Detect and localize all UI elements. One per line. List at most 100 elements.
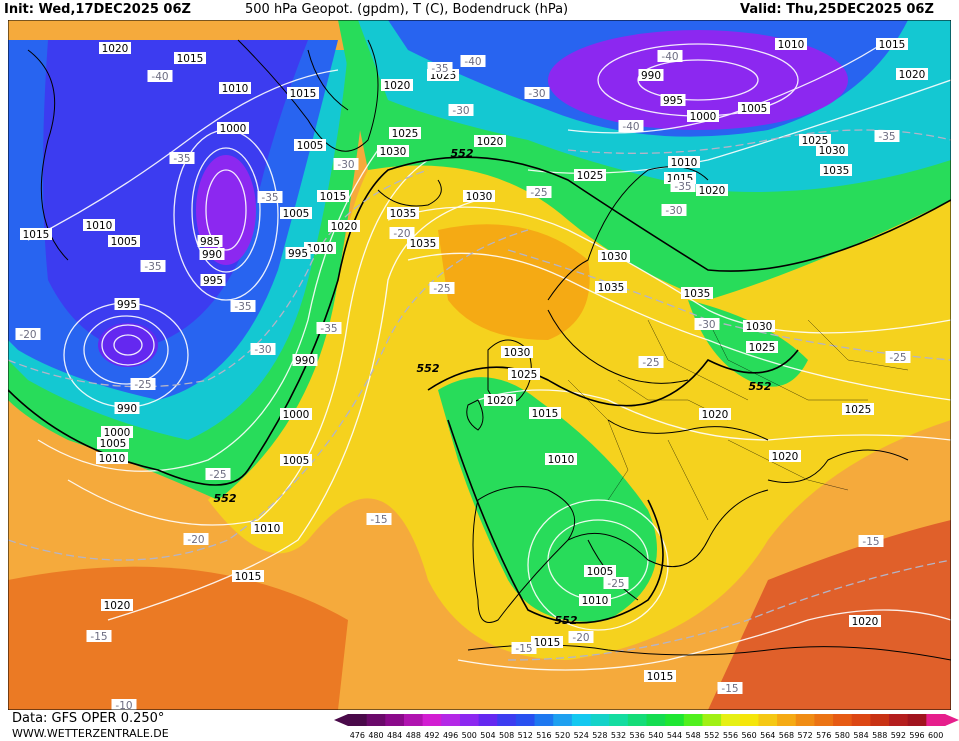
colorbar-swatch xyxy=(478,714,498,726)
pressure-label: 1010 xyxy=(304,242,336,255)
temperature-label: -35 xyxy=(874,130,900,143)
colorbar-swatch xyxy=(553,714,573,726)
pressure-label: 1010 xyxy=(775,38,807,51)
svg-text:1010: 1010 xyxy=(671,157,698,169)
svg-text:1010: 1010 xyxy=(582,595,609,607)
svg-text:-35: -35 xyxy=(674,181,691,193)
svg-text:990: 990 xyxy=(117,403,137,415)
colorbar-swatch xyxy=(795,714,815,726)
svg-text:1015: 1015 xyxy=(320,191,347,203)
colorbar-swatch xyxy=(851,714,871,726)
svg-text:985: 985 xyxy=(200,236,220,248)
colorbar-swatch xyxy=(348,714,368,726)
colorbar-max-arrow xyxy=(945,714,959,726)
pressure-label: 1035 xyxy=(407,237,439,250)
svg-text:1010: 1010 xyxy=(86,220,113,232)
svg-text:1005: 1005 xyxy=(741,103,768,115)
pressure-label: 1020 xyxy=(699,408,731,421)
svg-text:1035: 1035 xyxy=(823,165,850,177)
colorbar-min-arrow xyxy=(334,714,348,726)
pressure-label: 1030 xyxy=(463,190,495,203)
pressure-label: 1015 xyxy=(174,52,206,65)
pressure-label: 990 xyxy=(114,402,140,415)
svg-text:-25: -25 xyxy=(209,469,226,481)
pressure-label: 1020 xyxy=(769,450,801,463)
pressure-label: 1010 xyxy=(251,522,283,535)
pressure-label: 990 xyxy=(292,354,318,367)
temperature-label: -15 xyxy=(858,535,884,548)
pressure-label: 1015 xyxy=(317,190,349,203)
svg-text:1020: 1020 xyxy=(702,409,729,421)
svg-text:1010: 1010 xyxy=(222,83,249,95)
pressure-label: 1020 xyxy=(896,68,928,81)
temperature-label: -25 xyxy=(429,282,455,295)
colorbar-swatch xyxy=(777,714,797,726)
temperature-label: -40 xyxy=(618,120,644,133)
colorbar-swatch xyxy=(758,714,778,726)
colorbar-tick-label: 496 xyxy=(443,731,458,740)
pressure-label: 1015 xyxy=(644,670,676,683)
svg-text:1010: 1010 xyxy=(778,39,805,51)
colorbar-tick-label: 512 xyxy=(518,731,533,740)
svg-text:1010: 1010 xyxy=(254,523,281,535)
colorbar-swatch xyxy=(739,714,759,726)
pressure-label: 995 xyxy=(200,274,226,287)
colorbar-tick-label: 508 xyxy=(499,731,514,740)
pressure-label: 1020 xyxy=(101,599,133,612)
warm-south-area xyxy=(8,566,348,710)
colorbar-tick-label: 568 xyxy=(779,731,794,740)
svg-text:1005: 1005 xyxy=(283,455,310,467)
svg-text:1010: 1010 xyxy=(307,243,334,255)
colorbar-swatch xyxy=(721,714,741,726)
svg-text:1015: 1015 xyxy=(534,637,561,649)
svg-text:-25: -25 xyxy=(134,379,151,391)
temperature-label: -35 xyxy=(169,152,195,165)
svg-text:1010: 1010 xyxy=(548,454,575,466)
pressure-label: 1010 xyxy=(668,156,700,169)
low-center-atlantic xyxy=(98,323,158,367)
svg-text:1015: 1015 xyxy=(235,571,262,583)
svg-text:1005: 1005 xyxy=(283,208,310,220)
geopotential-label: 552 xyxy=(417,362,440,375)
temperature-label: -15 xyxy=(511,642,537,655)
svg-text:1020: 1020 xyxy=(331,221,358,233)
svg-text:1015: 1015 xyxy=(532,408,559,420)
colorbar-tick-label: 540 xyxy=(648,731,663,740)
svg-text:1000: 1000 xyxy=(220,123,247,135)
svg-text:-30: -30 xyxy=(452,105,469,117)
temperature-label: -35 xyxy=(427,62,453,75)
colorbar-swatch xyxy=(497,714,517,726)
pressure-label: 995 xyxy=(285,247,311,260)
temperature-label: -25 xyxy=(205,468,231,481)
svg-text:-10: -10 xyxy=(115,700,132,710)
svg-text:1015: 1015 xyxy=(290,88,317,100)
svg-text:552: 552 xyxy=(555,614,578,627)
colorbar-swatch xyxy=(403,714,424,726)
svg-text:-25: -25 xyxy=(433,283,450,295)
pressure-label: 1035 xyxy=(820,164,852,177)
pressure-label: 995 xyxy=(114,298,140,311)
svg-text:-35: -35 xyxy=(431,63,448,75)
temperature-label: -25 xyxy=(130,378,156,391)
geopotential-label: 552 xyxy=(555,614,578,627)
svg-text:1020: 1020 xyxy=(899,69,926,81)
pressure-label: 995 xyxy=(660,94,686,107)
svg-text:-20: -20 xyxy=(187,534,204,546)
svg-text:1020: 1020 xyxy=(102,43,129,55)
colorbar-tick-label: 584 xyxy=(853,731,868,740)
colorbar-tick-label: 532 xyxy=(611,731,626,740)
temperature-label: -10 xyxy=(111,699,137,710)
svg-text:-15: -15 xyxy=(862,536,879,548)
pressure-labels: 1020 1015 1010 1015 1000 1020 1025 1025 1030 1020… xyxy=(20,38,928,683)
geopotential-label: 552 xyxy=(214,492,237,505)
svg-text:1035: 1035 xyxy=(390,208,417,220)
svg-text:-25: -25 xyxy=(889,352,906,364)
temperature-label: -25 xyxy=(603,577,629,590)
svg-text:1030: 1030 xyxy=(601,251,628,263)
geopotential-label: 552 xyxy=(749,380,772,393)
colorbar-swatch xyxy=(907,714,927,726)
temperature-label: -30 xyxy=(524,87,550,100)
pressure-label: 1000 xyxy=(280,408,312,421)
temperature-label: -20 xyxy=(15,328,41,341)
geopotential-labels: 552 552 552 552 552 xyxy=(214,147,772,627)
